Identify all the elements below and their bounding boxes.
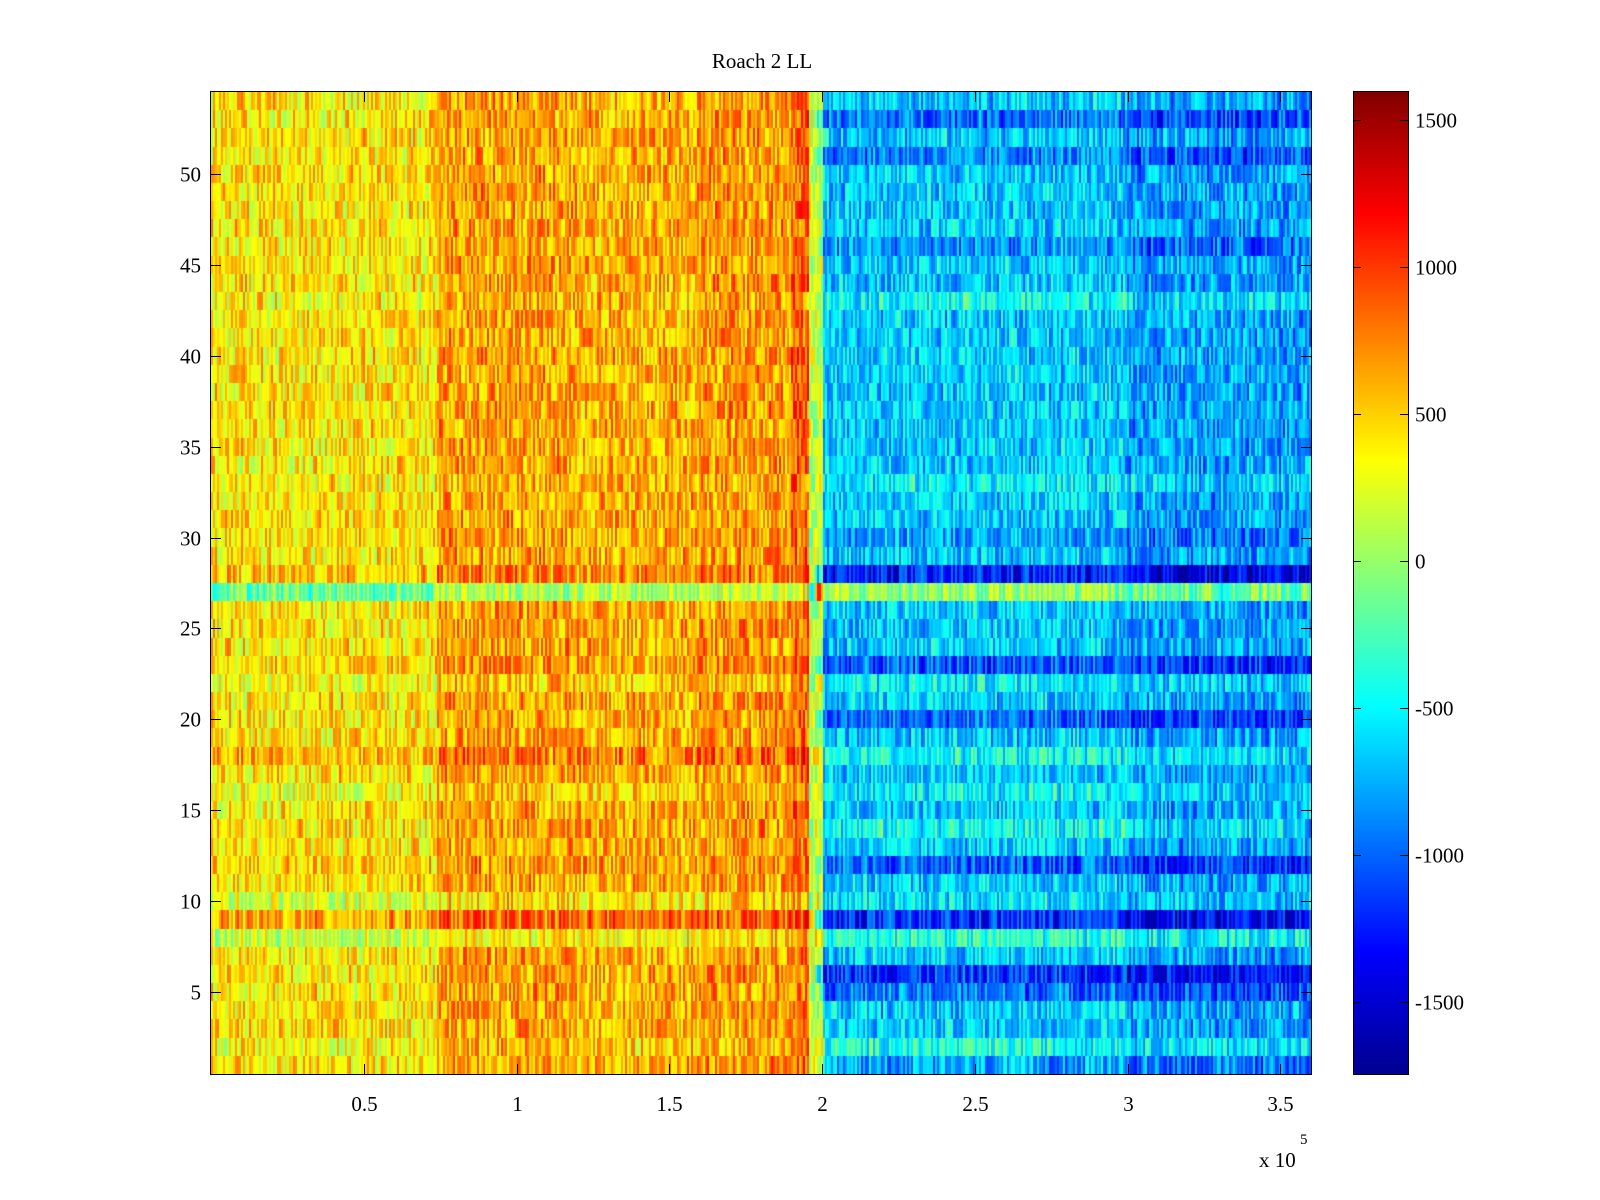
y-tick-label: 20 xyxy=(180,708,201,732)
colorbar xyxy=(1353,91,1409,1075)
heatmap-cells xyxy=(211,92,1311,1074)
x-axis: 0.5 1 1.5 2 2.5 3 3.5 xyxy=(351,92,1294,1116)
colorbar-ticks: 1500 1000 500 0 -500 -1000 -1500 xyxy=(1353,109,1464,1015)
plot-frame xyxy=(210,91,1312,1075)
x-tick-label: 0.5 xyxy=(351,1092,377,1116)
x-multiplier-exponent: 5 xyxy=(1300,1132,1308,1148)
y-tick-label: 15 xyxy=(180,799,201,823)
x-tick-label: 1 xyxy=(512,1092,523,1116)
x-tick-label: 2 xyxy=(817,1092,828,1116)
y-tick-label: 35 xyxy=(180,436,201,460)
y-tick-label: 50 xyxy=(180,163,201,187)
chart-title: Roach 2 LL xyxy=(712,49,812,73)
colorbar-tick-label: 1000 xyxy=(1415,256,1457,280)
y-tick-label: 25 xyxy=(180,617,201,641)
x-tick-label: 3.5 xyxy=(1267,1092,1293,1116)
heatmap-image xyxy=(211,92,1311,1074)
x-multiplier: x 10 xyxy=(1259,1148,1296,1172)
y-tick-label: 5 xyxy=(191,981,202,1005)
x-tick-label: 3 xyxy=(1123,1092,1134,1116)
colorbar-tick-label: 500 xyxy=(1415,403,1447,427)
x-tick-label: 2.5 xyxy=(962,1092,988,1116)
y-tick-label: 45 xyxy=(180,254,201,278)
colorbar-gradient xyxy=(1353,91,1408,1075)
x-tick-label: 1.5 xyxy=(656,1092,682,1116)
colorbar-tick-label: 0 xyxy=(1415,550,1426,574)
y-tick-label: 30 xyxy=(180,527,201,551)
y-axis: 5 10 15 20 25 30 35 40 45 50 xyxy=(180,163,1311,1005)
colorbar-tick-label: -1500 xyxy=(1415,991,1464,1015)
x-multiplier-base: x 10 xyxy=(1259,1148,1296,1172)
y-tick-label: 40 xyxy=(180,345,201,369)
colorbar-tick-label: -1000 xyxy=(1415,844,1464,868)
colorbar-tick-label: -500 xyxy=(1415,697,1454,721)
y-tick-label: 10 xyxy=(180,890,201,914)
colorbar-tick-label: 1500 xyxy=(1415,109,1457,133)
colorbar-frame xyxy=(1353,91,1409,1075)
